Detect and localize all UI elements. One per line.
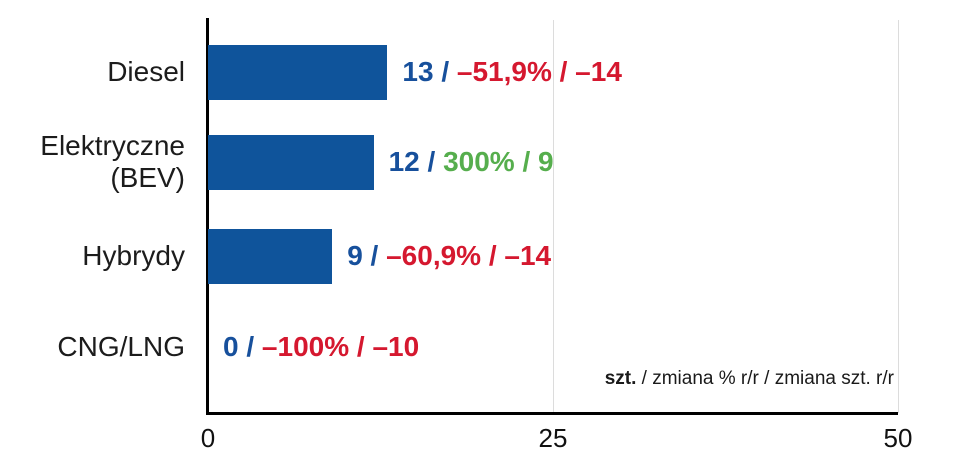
- y-axis: [206, 18, 209, 415]
- axis-caption-unit: szt.: [604, 368, 637, 389]
- category-label: Elektryczne (BEV): [40, 130, 185, 193]
- x-tick-label-0: 0: [200, 423, 216, 453]
- value-change: –51,9% / –14: [456, 56, 622, 87]
- category-label: Diesel: [107, 56, 185, 88]
- value-label: 9 / –60,9% / –14: [347, 240, 551, 272]
- value-number: 13 /: [402, 56, 457, 87]
- x-tick-label-50: 50: [883, 423, 913, 453]
- value-change: –100% / –10: [261, 331, 420, 362]
- value-number: 0 /: [223, 331, 262, 362]
- bar-hybrydy: [208, 228, 333, 284]
- category-label: Hybrydy: [82, 240, 185, 272]
- grid-line-50: [898, 20, 899, 413]
- value-number: 12 /: [388, 146, 444, 177]
- grid-line-25: [553, 20, 554, 413]
- category-label: CNG/LNG: [57, 331, 185, 363]
- value-label: 0 / –100% / –10: [223, 331, 419, 363]
- axis-caption: szt. / zmiana % r/r / zmiana szt. r/r: [575, 346, 894, 412]
- value-label: 13 / –51,9% / –14: [402, 56, 622, 88]
- value-number: 9 /: [347, 240, 387, 271]
- axis-caption-rest: / zmiana % r/r / zmiana szt. r/r: [636, 368, 894, 389]
- bar-diesel: [208, 44, 388, 100]
- value-label: 12 / 300% / 9: [389, 146, 554, 178]
- x-tick-label-25: 25: [538, 423, 568, 453]
- value-change: –60,9% / –14: [386, 240, 552, 271]
- bar-elektryczne: [208, 134, 374, 190]
- x-axis: [206, 412, 898, 415]
- value-change: 300% / 9: [443, 146, 554, 177]
